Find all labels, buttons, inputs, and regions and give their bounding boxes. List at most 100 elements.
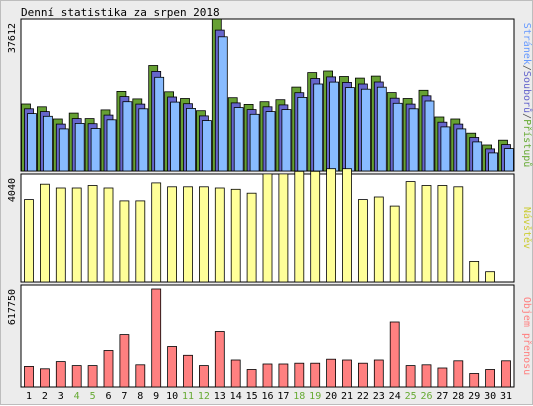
x-tick-label-19: 19 <box>309 391 321 402</box>
bar-visits-Návštěv-26 <box>421 185 432 283</box>
bar-visits-Návštěv-14 <box>230 188 241 283</box>
bar-traffic-Stránek-8 <box>138 108 149 172</box>
bar-visits-Návštěv-8 <box>135 200 146 283</box>
bar-volume-Objem přenosu-21 <box>342 359 352 388</box>
bar-volume-Objem přenosu-10 <box>167 346 178 388</box>
bar-traffic-Stránek-24 <box>392 102 403 172</box>
legend-part-0: Návštěv <box>521 207 533 249</box>
bar-traffic-Stránek-21 <box>345 87 355 172</box>
bar-traffic-Stránek-29 <box>472 141 483 172</box>
bar-traffic-Stránek-10 <box>170 101 181 172</box>
bar-volume-Objem přenosu-26 <box>421 364 432 388</box>
bar-visits-Návštěv-25 <box>405 181 416 283</box>
bar-traffic-Stránek-16 <box>265 111 276 172</box>
panel-volume-ymax-label: 617750 <box>7 289 18 325</box>
bar-visits-Návštěv-13 <box>214 187 225 283</box>
bar-traffic-Stránek-19 <box>313 83 324 172</box>
bar-visits-Návštěv-12 <box>198 186 209 283</box>
panel-volume: 617750 Objem přenosu <box>7 284 533 388</box>
bar-volume-Objem přenosu-4 <box>71 365 82 388</box>
bar-traffic-Stránek-20 <box>329 81 340 172</box>
chart-title: Denní statistika za srpen 2018 <box>21 6 220 19</box>
x-tick-label-8: 8 <box>137 391 143 402</box>
legend-part-1: / <box>521 65 532 71</box>
bar-volume-Objem přenosu-13 <box>214 331 225 388</box>
legend-part-4: Přístupů <box>521 119 533 167</box>
bar-volume-Objem přenosu-25 <box>405 365 416 388</box>
panel-visits: 4040 Návštěv <box>7 168 533 283</box>
bar-volume-Objem přenosu-22 <box>357 362 368 388</box>
bar-visits-Návštěv-20 <box>326 168 337 283</box>
x-tick-label-22: 22 <box>357 391 369 402</box>
x-axis-day-labels: 1 2 3 4 5 6 7 8 9 10 11 12 13 14 15 16 17 18 19 20 21 22 23 24 2… <box>26 391 512 402</box>
x-tick-label-5: 5 <box>90 391 96 402</box>
bar-volume-Objem přenosu-8 <box>135 364 146 388</box>
bar-traffic-Stránek-5 <box>90 128 101 172</box>
bar-volume-Objem přenosu-7 <box>119 334 130 388</box>
bar-traffic-Stránek-30 <box>488 152 499 172</box>
bar-visits-Návštěv-19 <box>310 170 321 283</box>
bar-traffic-Stránek-9 <box>154 76 165 172</box>
bar-visits-Návštěv-10 <box>167 186 178 283</box>
bar-visits-Návštěv-17 <box>278 173 289 283</box>
bar-visits-Návštěv-7 <box>119 200 130 283</box>
bar-visits-Návštěv-3 <box>55 187 66 283</box>
bar-traffic-Stránek-26 <box>424 100 435 172</box>
bar-volume-Objem přenosu-24 <box>389 321 400 388</box>
bar-visits-Návštěv-28 <box>453 186 464 283</box>
bar-visits-Návštěv-30 <box>485 271 496 283</box>
x-tick-label-17: 17 <box>277 391 289 402</box>
x-tick-label-3: 3 <box>58 391 64 402</box>
x-tick-label-16: 16 <box>261 391 273 402</box>
x-tick-label-11: 11 <box>182 391 194 402</box>
x-tick-label-21: 21 <box>341 391 353 402</box>
panel-traffic: 37612 Stránek/Souborů/Přístupů <box>7 18 533 172</box>
bar-volume-Objem přenosu-28 <box>453 360 464 388</box>
bar-volume-Objem přenosu-5 <box>87 365 98 388</box>
bar-volume-Objem přenosu-15 <box>246 369 257 388</box>
x-tick-label-12: 12 <box>198 391 210 402</box>
bar-traffic-Stránek-2 <box>43 115 53 172</box>
x-tick-label-30: 30 <box>484 391 496 402</box>
x-tick-label-31: 31 <box>500 391 512 402</box>
bar-volume-Objem přenosu-6 <box>103 350 114 388</box>
bar-visits-Návštěv-18 <box>294 170 305 283</box>
bar-visits-Návštěv-6 <box>103 187 114 283</box>
x-tick-label-10: 10 <box>166 391 178 402</box>
bar-traffic-Stránek-7 <box>122 101 133 172</box>
bar-traffic-Stránek-14 <box>233 107 244 172</box>
bar-volume-Objem přenosu-2 <box>40 368 50 388</box>
panel-visits-legend-label: Návštěv <box>521 207 533 249</box>
panel-visits-ymax-label: 4040 <box>7 178 18 202</box>
bar-traffic-Stránek-15 <box>249 113 260 172</box>
bar-traffic-Stránek-13 <box>217 36 228 172</box>
bar-traffic-Stránek-1 <box>27 113 37 172</box>
x-tick-label-27: 27 <box>436 391 448 402</box>
bar-visits-Návštěv-5 <box>87 185 98 283</box>
bar-visits-Návštěv-2 <box>40 183 50 283</box>
x-tick-label-9: 9 <box>153 391 159 402</box>
x-tick-label-13: 13 <box>214 391 226 402</box>
bar-volume-Objem přenosu-9 <box>151 288 162 388</box>
x-tick-label-1: 1 <box>26 391 32 402</box>
bar-volume-Objem přenosu-27 <box>437 367 448 388</box>
x-tick-label-14: 14 <box>230 391 242 402</box>
bar-traffic-Stránek-23 <box>376 86 387 172</box>
x-tick-label-6: 6 <box>105 391 111 402</box>
bar-traffic-Stránek-25 <box>408 108 419 172</box>
x-tick-label-20: 20 <box>325 391 337 402</box>
x-tick-label-18: 18 <box>293 391 305 402</box>
bar-volume-Objem přenosu-17 <box>278 363 289 388</box>
bar-traffic-Stránek-17 <box>281 109 292 172</box>
bar-volume-Objem přenosu-3 <box>55 361 66 388</box>
bar-traffic-Stránek-6 <box>106 119 117 172</box>
x-tick-label-15: 15 <box>246 391 258 402</box>
legend-part-0: Objem přenosu <box>521 297 533 375</box>
bar-traffic-Stránek-28 <box>456 128 467 172</box>
bar-visits-Návštěv-23 <box>373 196 384 283</box>
x-tick-label-4: 4 <box>74 391 80 402</box>
bar-volume-Objem přenosu-20 <box>326 358 337 388</box>
bar-traffic-Stránek-12 <box>201 120 212 172</box>
panel-traffic-ymax-label: 37612 <box>7 23 18 53</box>
